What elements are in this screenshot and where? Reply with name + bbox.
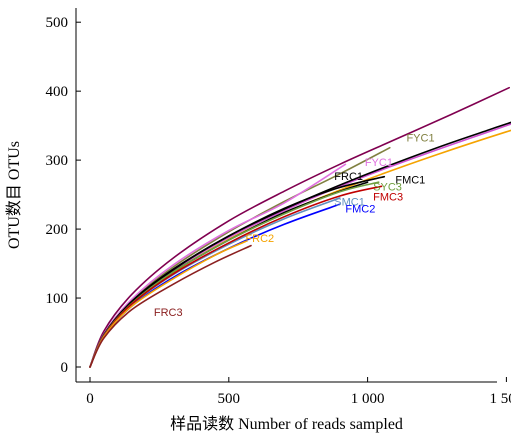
plot-lines bbox=[89, 86, 511, 368]
y-tick-label: 100 bbox=[46, 291, 69, 307]
x-tick-label: 1 000 bbox=[351, 391, 385, 407]
x-axis-title: 样品读数 Number of reads sampled bbox=[170, 415, 403, 433]
series-line-frc3 bbox=[89, 244, 252, 368]
series-label-fmc2: FMC2 bbox=[345, 203, 375, 215]
series-label-syc3: SYC3 bbox=[373, 181, 402, 193]
series-label-fyc1: FYC1 bbox=[406, 132, 434, 144]
series-label-frc2: FRC2 bbox=[245, 233, 274, 245]
series-label-smc1: SMC1 bbox=[334, 196, 365, 208]
series-label-fyc1: FYC1 bbox=[365, 157, 393, 169]
y-ticks: 0 100 200 300 400 500 bbox=[46, 15, 81, 376]
y-tick-label: 300 bbox=[46, 153, 69, 169]
y-tick-label: 200 bbox=[46, 222, 69, 238]
x-tick-label: 0 bbox=[86, 391, 94, 407]
series-labels: TYC1FYC3TYC2TYC3FYC1FYC1FRC1FMC1SYC3SMC1… bbox=[154, 132, 435, 319]
series-label-frc3: FRC3 bbox=[154, 307, 183, 319]
x-tick-label: 1 500 bbox=[490, 391, 511, 407]
series-line-tyc2 bbox=[89, 123, 511, 368]
series-label-fmc1: FMC1 bbox=[395, 174, 425, 186]
x-tick-label: 500 bbox=[218, 391, 241, 407]
y-tick-label: 500 bbox=[46, 15, 69, 31]
series-line-smc1 bbox=[89, 197, 341, 368]
series-label-fmc3: FMC3 bbox=[373, 192, 403, 204]
y-axis-title: OTU数目 OTUs bbox=[5, 141, 23, 249]
y-tick-label: 400 bbox=[46, 84, 69, 100]
series-label-frc1: FRC1 bbox=[334, 171, 363, 183]
series-line-fmc3 bbox=[89, 185, 383, 368]
series-line-tyc3 bbox=[89, 121, 511, 368]
series-line-frc2 bbox=[89, 240, 247, 368]
series-line-fyc3 bbox=[89, 86, 510, 368]
series-line-syc3 bbox=[89, 181, 380, 368]
series-line-tyc1 bbox=[89, 129, 511, 368]
series-line-fyc1 bbox=[89, 163, 347, 368]
y-tick-label: 0 bbox=[61, 360, 69, 376]
axes bbox=[75, 8, 497, 383]
